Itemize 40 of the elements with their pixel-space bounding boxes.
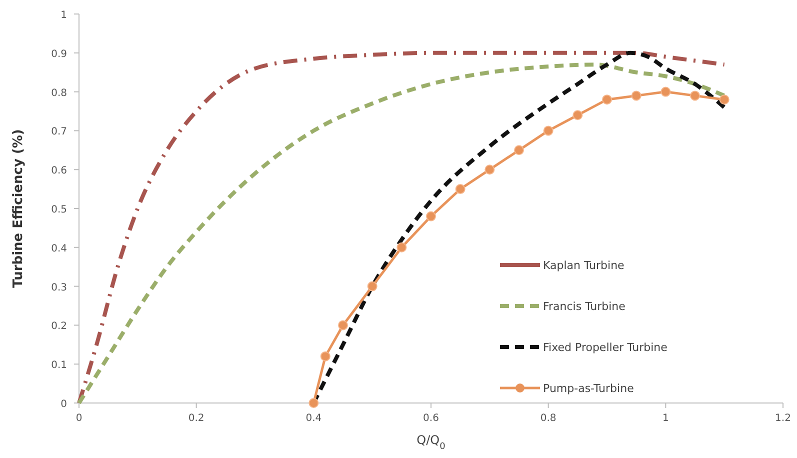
x-tick-label: 0.8 bbox=[540, 413, 556, 424]
point bbox=[484, 164, 495, 175]
y-tick-label: 0.2 bbox=[51, 321, 67, 332]
y-tick-label: 0.5 bbox=[51, 204, 67, 216]
x-tick-label: 0 bbox=[76, 413, 82, 424]
point bbox=[320, 351, 330, 362]
y-tick-label: 0.6 bbox=[51, 166, 67, 177]
x-tick-label: 1.2 bbox=[775, 413, 791, 424]
x-tick-label: 0.6 bbox=[423, 413, 439, 424]
point bbox=[514, 145, 524, 156]
point bbox=[660, 86, 671, 97]
y-tick-label: 0.3 bbox=[51, 282, 67, 294]
y-tick-label: 0.9 bbox=[51, 48, 67, 60]
legend-label: Fixed Propeller Turbine bbox=[543, 341, 668, 354]
legend-label: Kaplan Turbine bbox=[543, 259, 625, 272]
y-tick-label: 1 bbox=[60, 10, 67, 21]
point bbox=[455, 184, 466, 194]
point bbox=[367, 281, 378, 292]
point bbox=[690, 90, 700, 101]
point bbox=[572, 110, 583, 120]
x-axis-title: Q/Q$_{0}$ bbox=[416, 433, 446, 452]
x-tick-label: 1 bbox=[662, 413, 669, 424]
legend-label: Pump-as-Turbine bbox=[543, 382, 634, 395]
y-tick-label: 0.1 bbox=[51, 360, 67, 372]
y-tick-label: 0.8 bbox=[51, 88, 67, 99]
x-tick-label: 0.2 bbox=[188, 413, 204, 424]
point bbox=[396, 242, 407, 252]
point bbox=[719, 94, 730, 105]
point bbox=[426, 211, 436, 222]
y-tick-label: 0.7 bbox=[51, 126, 67, 138]
point bbox=[543, 126, 554, 136]
x-tick-label: 0.4 bbox=[306, 413, 322, 424]
point bbox=[602, 94, 612, 105]
point bbox=[308, 398, 319, 408]
legend-label: Francis Turbine bbox=[543, 300, 626, 313]
y-tick-label: 0 bbox=[60, 399, 67, 410]
y-tick-label: 0.4 bbox=[51, 243, 67, 254]
point bbox=[631, 90, 642, 101]
point bbox=[338, 320, 348, 330]
y-axis-title: Turbine Efficiency (%) bbox=[11, 129, 26, 288]
